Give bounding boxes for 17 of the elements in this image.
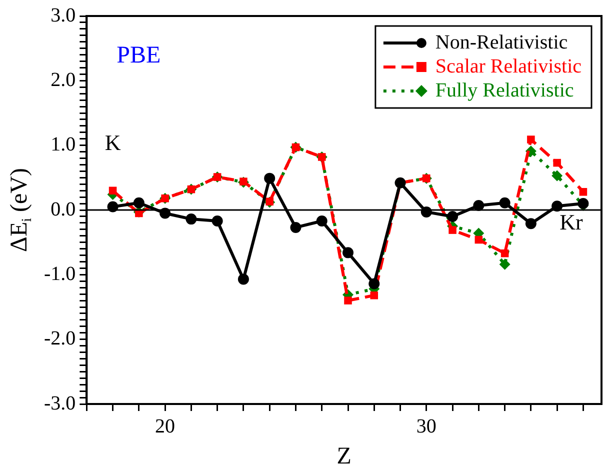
legend-label: Non-Relativistic <box>435 31 568 54</box>
annotation: Kr <box>560 209 584 234</box>
legend-label: Scalar Relativistic <box>435 55 582 78</box>
y-tick-label: -3.0 <box>44 392 76 414</box>
y-tick-label: -2.0 <box>44 328 76 350</box>
y-tick-label: 2.0 <box>50 68 76 91</box>
legend-label: Fully Relativistic <box>435 79 574 102</box>
text: PBE <box>116 42 161 68</box>
x-tick-label: 20 <box>155 415 176 438</box>
annotation: K <box>104 130 121 155</box>
y-axis-title: ΔEi (eV) <box>6 168 35 252</box>
y-tick-label: 1.0 <box>50 134 76 156</box>
y-tick-label: 0.0 <box>50 198 76 220</box>
x-tick-label: 30 <box>416 415 436 438</box>
x-axis-title: Z <box>336 443 352 470</box>
y-tick-label: -1.0 <box>44 262 76 285</box>
y-tick-label: 3.0 <box>50 4 76 26</box>
